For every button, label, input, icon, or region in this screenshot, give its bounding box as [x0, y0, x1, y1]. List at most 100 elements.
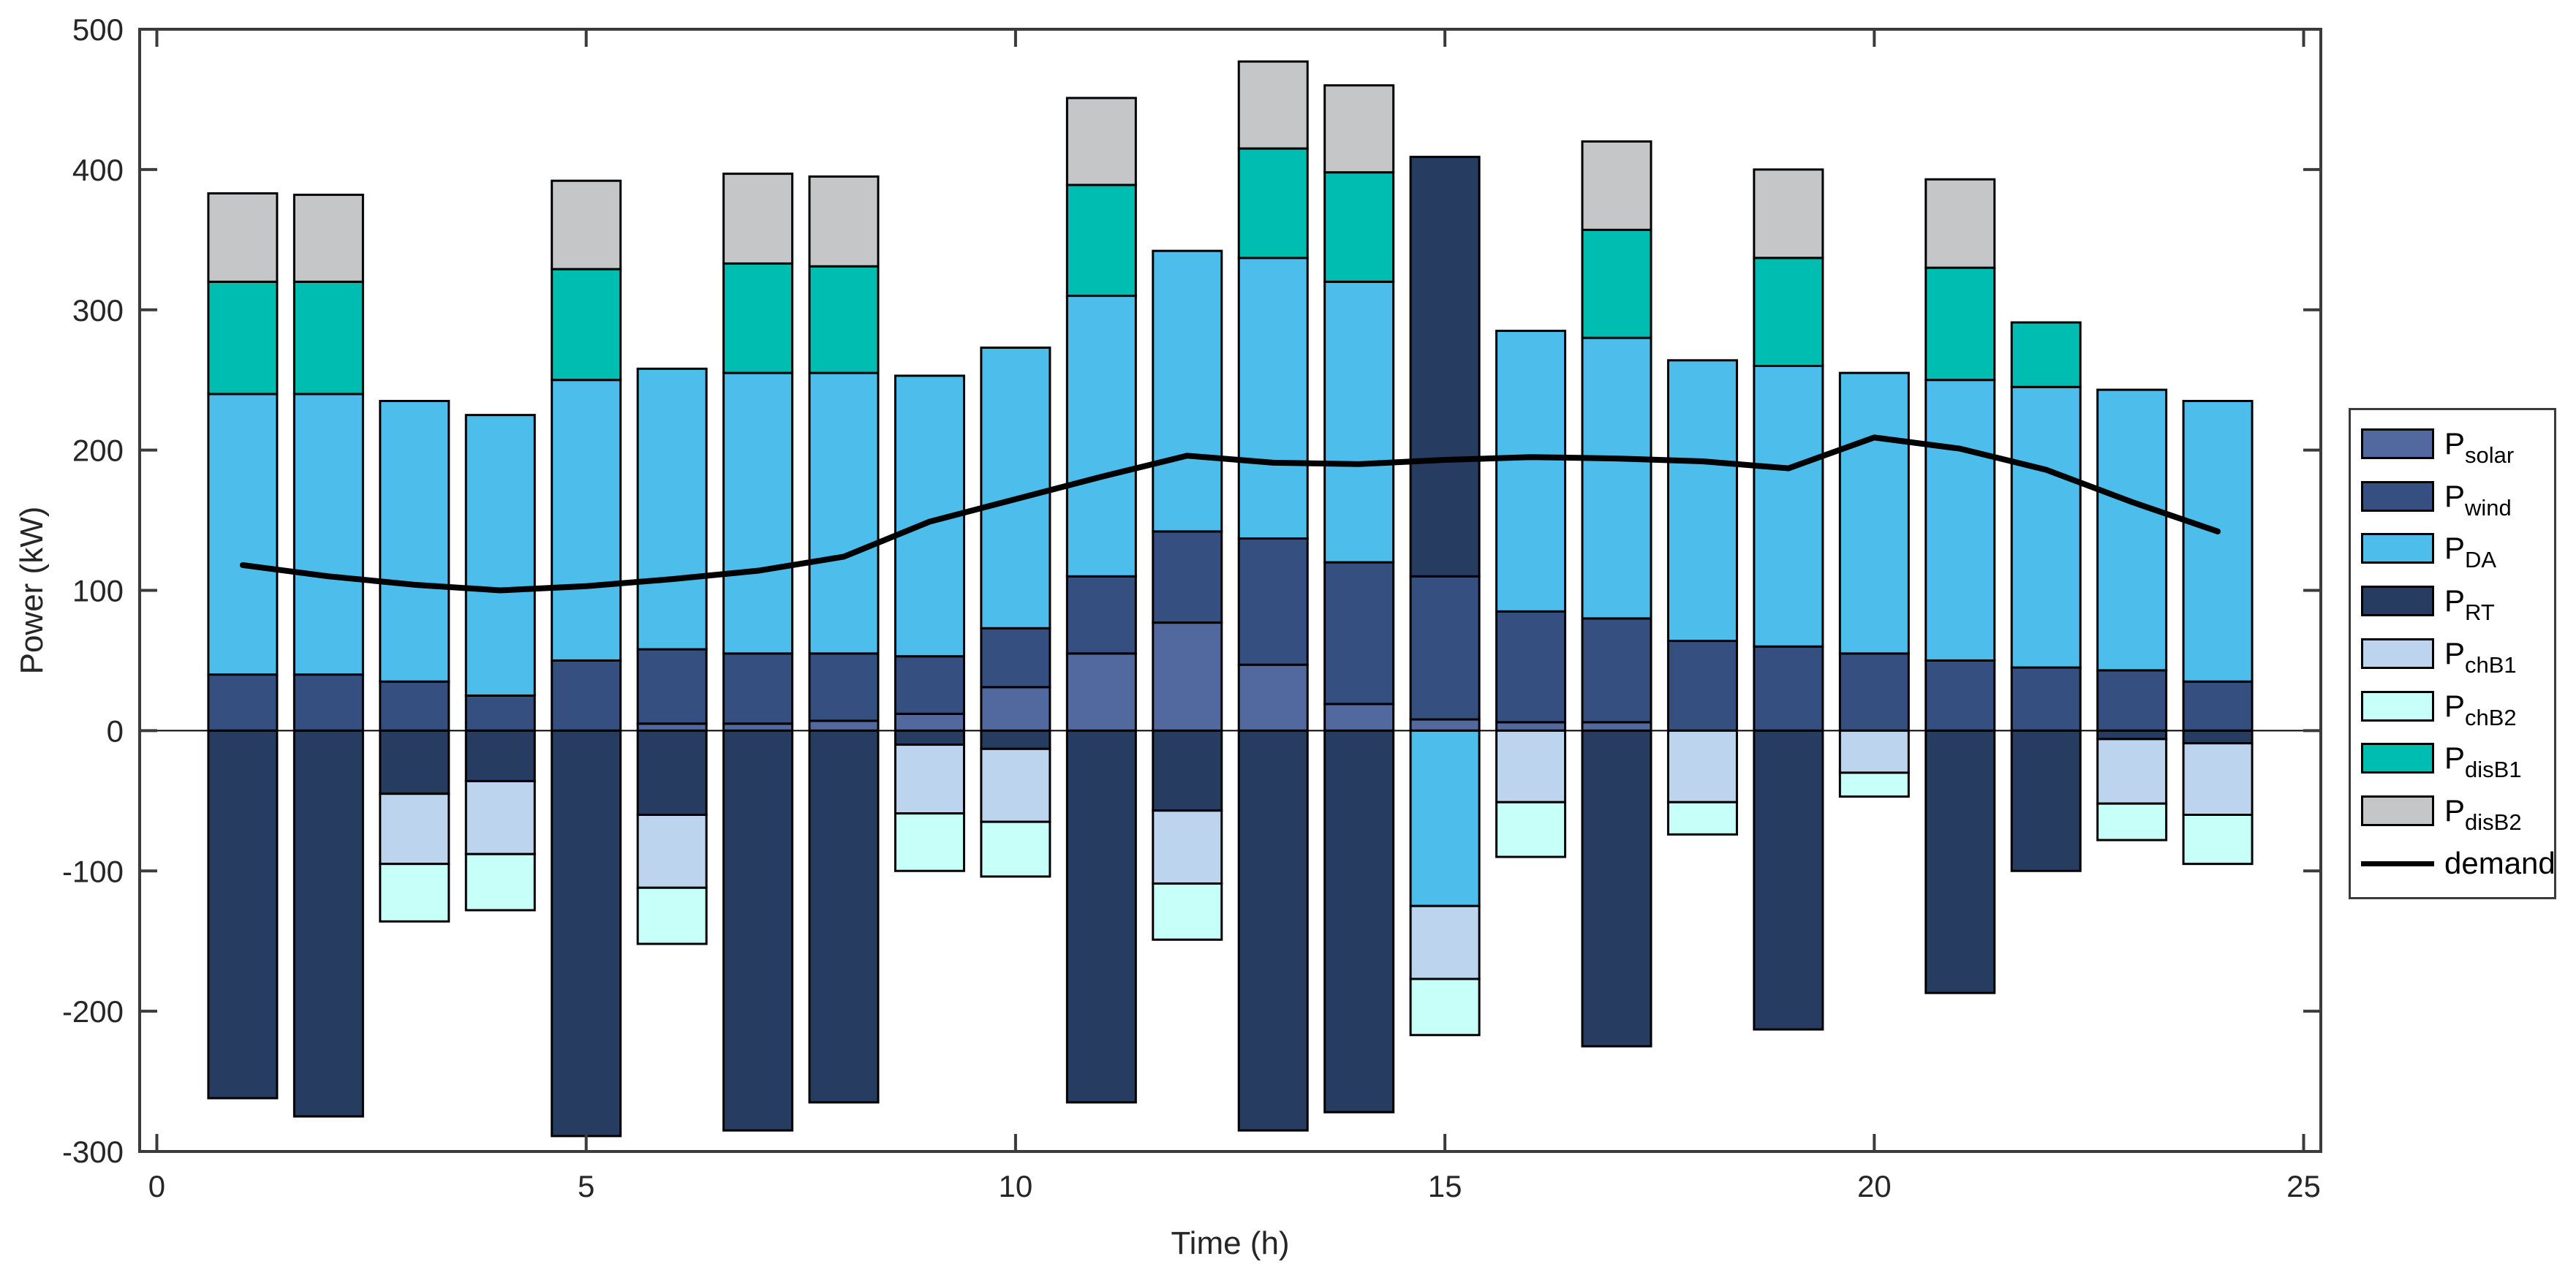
bar-segment-P_wind-h12 [1152, 530, 1223, 624]
bar-segment-P_chB2-h23 [2096, 802, 2168, 841]
legend-swatch-P_disB1 [2361, 743, 2434, 774]
bar-segment-P_wind-h2 [292, 673, 364, 732]
bar-segment-P_disB1-h5 [551, 268, 622, 382]
bar-segment-P_solar-h12 [1152, 621, 1223, 732]
y-tick-label: -300 [62, 1135, 124, 1169]
bar-segment-P_chB2-h12 [1152, 882, 1223, 941]
bar-segment-P_wind-h3 [379, 680, 450, 732]
legend-item-P_disB1: PdisB1 [2361, 733, 2544, 784]
bar-segment-P_DA-h3 [379, 399, 450, 683]
bar-segment-P_DA-h5 [551, 379, 622, 662]
bar-segment-P_wind-h17 [1581, 617, 1653, 724]
bar-segment-P_disB1-h19 [1753, 257, 1824, 367]
bar-segment-P_RT-h22 [2010, 729, 2082, 872]
bar-segment-P_RT-h13 [1237, 729, 1309, 1132]
legend-label-P_chB1: PchB1 [2444, 635, 2517, 678]
bar-segment-P_DA-h20 [1838, 371, 1910, 655]
legend-swatch-P_wind [2361, 480, 2434, 512]
bar-segment-P_chB1-h18 [1666, 729, 1738, 803]
bar-segment-P_solar-h14 [1323, 703, 1395, 732]
bar-segment-P_RT-h10 [980, 729, 1051, 750]
bar-segment-P_chB2-h16 [1495, 801, 1567, 858]
y-tick-label: 200 [72, 434, 124, 468]
bar-segment-P_wind-h24 [2182, 680, 2254, 732]
bar-segment-P_DA-h10 [980, 347, 1051, 629]
bar-segment-P_wind-h7 [722, 652, 794, 725]
bar-segment-P_disB1-h7 [722, 262, 794, 374]
bar-segment-P_DA-h16 [1495, 330, 1567, 613]
bar-segment-P_DA-h6 [636, 367, 708, 651]
bar-segment-P_disB2-h21 [1925, 178, 1996, 269]
bar-segment-P_disB2-h2 [292, 193, 364, 283]
bar-segment-P_DA-h21 [1925, 379, 1996, 662]
bar-segment-P_RT-h8 [808, 729, 880, 1104]
bar-segment-P_wind-h1 [207, 673, 279, 732]
legend-swatch-P_DA [2361, 533, 2434, 564]
bar-segment-P_DA-h19 [1753, 365, 1824, 648]
bar-segment-P_RT-h15 [1409, 156, 1481, 578]
bar-segment-P_DA-h4 [464, 414, 536, 697]
chart-legend: Psolar Pwind PDA PRT PchB1 PchB2 PdisB1 PdisB2 d… [2349, 408, 2556, 899]
legend-label-P_solar: Psolar [2444, 426, 2515, 468]
bar-segment-P_RT-h14 [1323, 729, 1395, 1113]
bar-segment-P_chB2-h18 [1666, 801, 1738, 836]
bar-segment-P_disB1-h21 [1925, 266, 1996, 382]
bar-segment-P_chB2-h9 [894, 812, 965, 872]
legend-item-P_wind: Pwind [2361, 471, 2544, 522]
bar-segment-P_disB1-h22 [2010, 321, 2082, 388]
bar-segment-P_RT-h9 [894, 729, 965, 746]
bar-segment-P_solar-h9 [894, 712, 965, 732]
legend-item-P_chB1: PchB1 [2361, 628, 2544, 679]
bar-segment-P_solar-h15 [1409, 718, 1481, 732]
x-tick-label: 0 [148, 1169, 165, 1203]
legend-label-P_chB2: PchB2 [2444, 688, 2517, 730]
bar-segment-P_solar-h13 [1237, 663, 1309, 732]
bar-segment-P_disB2-h17 [1581, 140, 1653, 231]
bar-segment-P_RT-h4 [464, 729, 536, 782]
legend-item-P_disB2: PdisB2 [2361, 785, 2544, 836]
bar-segment-P_RT-h1 [207, 729, 279, 1100]
legend-item-P_RT: PRT [2361, 575, 2544, 627]
y-tick-label: 300 [72, 293, 124, 328]
bar-segment-P_disB1-h14 [1323, 171, 1395, 283]
legend-item-demand: demand [2361, 838, 2556, 889]
bar-segment-P_disB1-h11 [1065, 184, 1137, 298]
bar-segment-P_RT-h19 [1753, 729, 1824, 1031]
bar-segment-P_chB1-h24 [2182, 742, 2254, 816]
bar-segment-P_RT-h24 [2182, 729, 2254, 745]
x-tick-label: 10 [999, 1169, 1033, 1203]
bar-segment-P_chB2-h6 [636, 886, 708, 945]
bar-segment-P_RT-h12 [1152, 729, 1223, 812]
bar-segment-P_chB1-h20 [1838, 729, 1910, 774]
bar-segment-P_RT-h23 [2096, 729, 2168, 741]
bar-segment-P_RT-h21 [1925, 729, 1996, 994]
bar-segment-P_DA-h15 [1409, 729, 1481, 907]
legend-label-P_disB2: PdisB2 [2444, 793, 2522, 836]
bar-segment-P_disB2-h1 [207, 192, 279, 283]
bar-segment-P_disB2-h8 [808, 175, 880, 268]
bar-segment-P_wind-h14 [1323, 561, 1395, 706]
legend-swatch-P_chB1 [2361, 638, 2434, 669]
x-axis-title: Time (h) [1171, 1225, 1289, 1261]
bar-segment-P_chB1-h9 [894, 744, 965, 815]
bar-segment-P_DA-h12 [1152, 249, 1223, 533]
bar-segment-P_solar-h10 [980, 686, 1051, 732]
legend-item-P_chB2: PchB2 [2361, 681, 2544, 732]
bar-segment-P_chB2-h3 [379, 863, 450, 923]
bar-segment-P_DA-h8 [808, 371, 880, 655]
bar-segment-P_disB2-h7 [722, 173, 794, 265]
bar-segment-P_chB2-h4 [464, 852, 536, 912]
bar-segment-P_chB2-h20 [1838, 771, 1910, 798]
bar-segment-P_wind-h10 [980, 627, 1051, 689]
bar-segment-P_chB1-h15 [1409, 904, 1481, 980]
bar-segment-P_DA-h2 [292, 393, 364, 676]
legend-swatch-P_disB2 [2361, 795, 2434, 827]
bar-segment-P_wind-h15 [1409, 575, 1481, 721]
y-tick-label: 500 [72, 12, 124, 47]
bar-segment-P_DA-h13 [1237, 257, 1309, 540]
legend-item-P_solar: Psolar [2361, 418, 2544, 469]
bar-segment-P_wind-h19 [1753, 645, 1824, 732]
bar-segment-P_wind-h11 [1065, 575, 1137, 655]
